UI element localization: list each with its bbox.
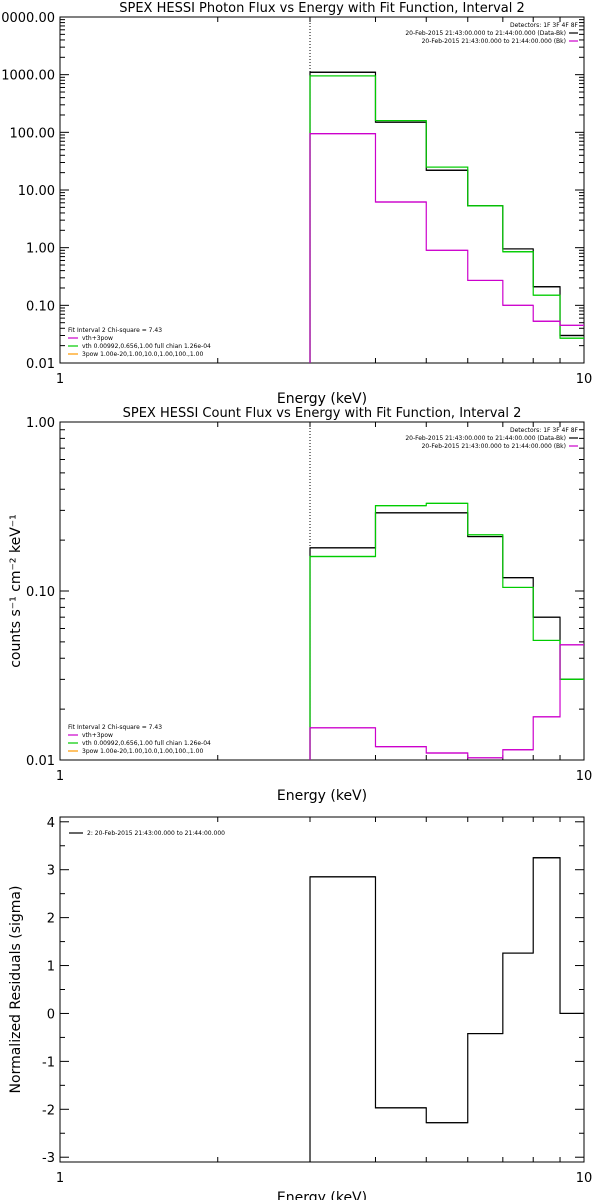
x-tick-label: 1: [56, 1171, 64, 1186]
chart-panel-1: [59, 16, 585, 364]
y-tick-label: -3: [42, 1151, 55, 1166]
y-tick-label: 0000.00: [1, 11, 55, 26]
y-tick-label: 1.00: [26, 416, 55, 431]
x-tick-label: 10: [576, 372, 593, 387]
y-tick-label: 0.01: [26, 754, 55, 769]
x-tick-label: 10: [576, 1171, 593, 1186]
y-tick-label: -2: [42, 1103, 55, 1118]
chart-title: SPEX HESSI Photon Flux vs Energy with Fi…: [119, 1, 525, 16]
x-axis-label: Energy (keV): [277, 1190, 367, 1200]
plot-frame: [59, 16, 585, 364]
x-axis-label: Energy (keV): [277, 788, 367, 804]
y-tick-label: 2: [47, 912, 55, 927]
y-axis-label: Normalized Residuals (sigma): [8, 886, 24, 1094]
legend-entry-text: 20-Feb-2015 21:43:00.000 to 21:44:00.000…: [422, 443, 566, 450]
legend-entry-text: 20-Feb-2015 21:43:00.000 to 21:44:00.000…: [405, 30, 566, 37]
plot-frame: [59, 816, 585, 1163]
plot-frame: [59, 421, 585, 761]
legend-entry-text: vth 0.00992,0.656,1.00 full chian 1.26e-…: [82, 343, 211, 350]
y-tick-label: 1.00: [26, 242, 55, 257]
legend-entry-text: 20-Feb-2015 21:43:00.000 to 21:44:00.000…: [422, 38, 566, 45]
legend-header: Fit Interval 2 Chi-square = 7.43: [68, 327, 162, 334]
y-tick-label: 0.10: [26, 299, 55, 314]
series-green-line: [309, 502, 584, 760]
legend-entry-text: 2: 20-Feb-2015 21:43:00.000 to 21:44:00.…: [87, 830, 225, 837]
y-tick-label: 1: [47, 960, 55, 975]
legend-entry-text: vth+3pow: [82, 732, 113, 739]
legend-header: Fit Interval 2 Chi-square = 7.43: [68, 724, 162, 731]
y-tick-label: -1: [42, 1055, 55, 1070]
legend-header: Detectors: 1F 3F 4F 8F: [510, 22, 579, 29]
x-tick-label: 1: [56, 372, 64, 387]
legend-entry-text: vth 0.00992,0.656,1.00 full chian 1.26e-…: [82, 740, 211, 747]
legend-entry-text: 3pow 1.00e-20,1.00,10.0,1.00,100.,1.00: [82, 351, 203, 358]
y-axis-label: counts s⁻¹ cm⁻² keV⁻¹: [8, 514, 24, 668]
y-tick-label: 4: [47, 816, 55, 831]
y-tick-label: 1000.00: [1, 69, 55, 84]
legend-entry-text: vth+3pow: [82, 335, 113, 342]
y-tick-label: 0.10: [26, 585, 55, 600]
series-magenta-line: [309, 644, 584, 760]
series-black-line: [309, 857, 584, 1162]
legend-entry-text: 3pow 1.00e-20,1.00,10.0,1.00,100.,1.00: [82, 748, 203, 755]
series-magenta-line: [309, 133, 584, 363]
y-tick-label: 3: [47, 864, 55, 879]
legend-entry-text: 20-Feb-2015 21:43:00.000 to 21:44:00.000…: [405, 435, 566, 442]
x-axis-label: Energy (keV): [277, 391, 367, 407]
chart-title: SPEX HESSI Count Flux vs Energy with Fit…: [123, 406, 522, 421]
y-tick-label: 0: [47, 1007, 55, 1022]
x-tick-label: 10: [576, 769, 593, 784]
y-tick-label: 100.00: [10, 126, 56, 141]
chart-panel-2: [59, 421, 585, 761]
series-black-line: [309, 512, 584, 760]
legend-header: Detectors: 1F 3F 4F 8F: [510, 427, 579, 434]
chart-panel-3: [59, 816, 585, 1163]
y-tick-label: 0.01: [26, 357, 55, 372]
x-tick-label: 1: [56, 769, 64, 784]
y-tick-label: 10.00: [18, 184, 55, 199]
